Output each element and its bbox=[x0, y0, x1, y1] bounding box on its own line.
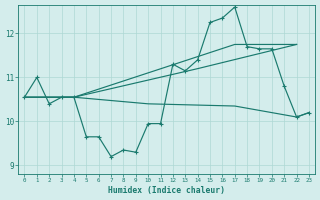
X-axis label: Humidex (Indice chaleur): Humidex (Indice chaleur) bbox=[108, 186, 225, 195]
